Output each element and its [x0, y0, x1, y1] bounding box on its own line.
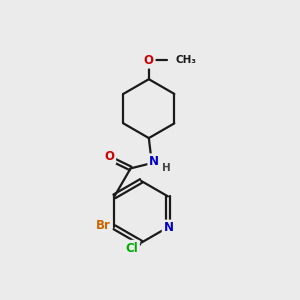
Text: O: O	[104, 150, 114, 163]
Text: N: N	[164, 221, 173, 234]
Text: H: H	[162, 164, 171, 173]
Text: CH₃: CH₃	[175, 55, 196, 65]
Text: Br: Br	[96, 219, 111, 232]
Text: Cl: Cl	[125, 242, 138, 254]
Text: N: N	[149, 155, 159, 168]
Text: O: O	[144, 54, 154, 67]
